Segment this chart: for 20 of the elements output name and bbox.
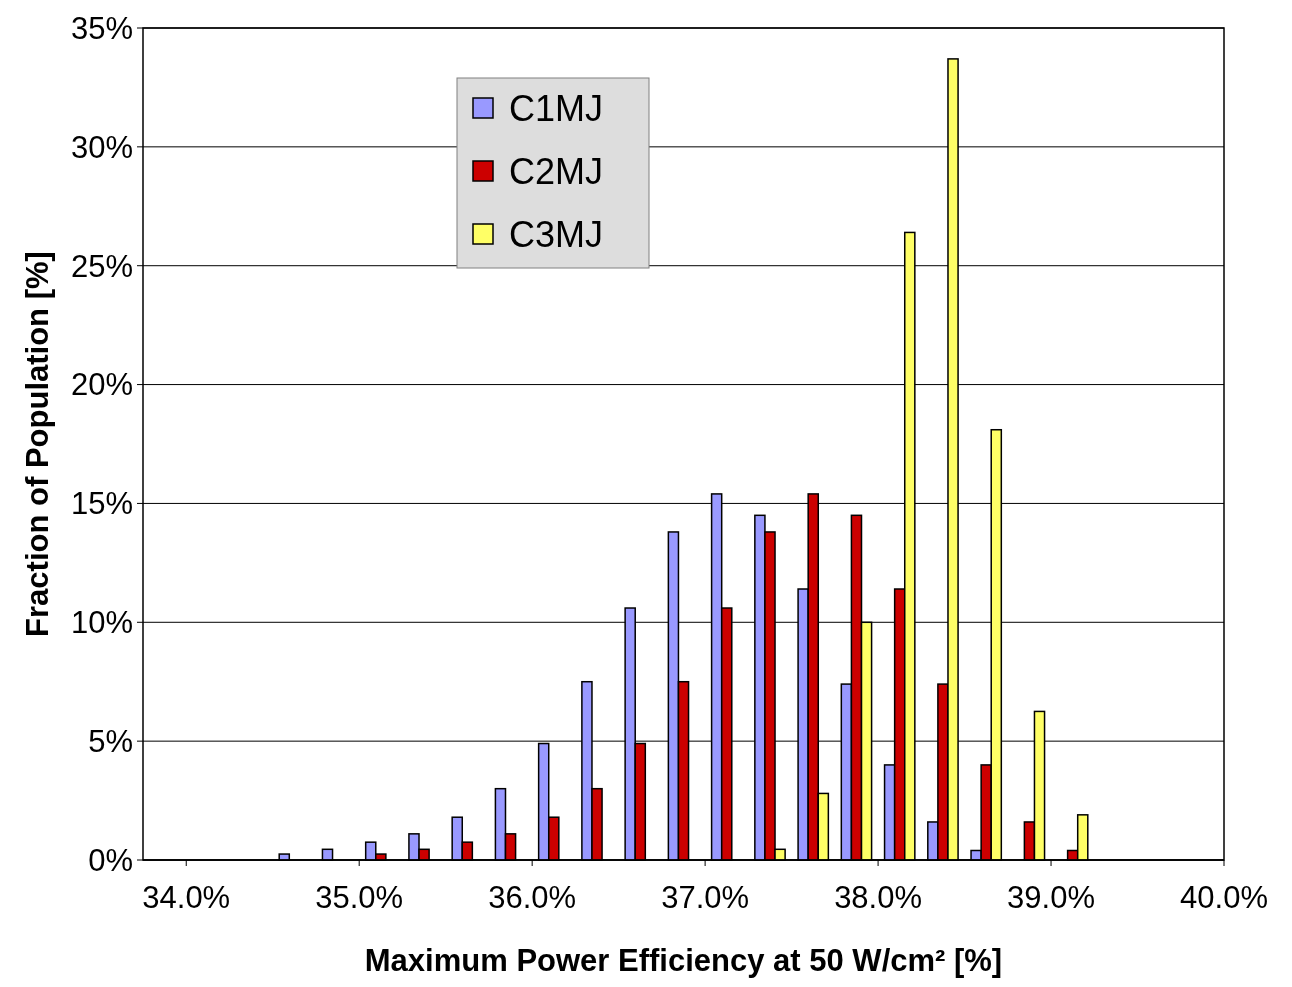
y-axis-title: Fraction of Population [%]: [20, 251, 55, 637]
x-tick-label: 40.0%: [1180, 880, 1268, 915]
y-tick-label: 0%: [88, 842, 133, 878]
x-tick-label: 39.0%: [1007, 880, 1095, 915]
x-tick-label: 35.0%: [315, 880, 404, 915]
y-tick-label: 5%: [88, 723, 133, 759]
x-tick-label: 38.0%: [834, 880, 923, 915]
y-tick-label: 15%: [70, 486, 133, 522]
x-tick-label: 36.0%: [488, 880, 577, 915]
y-tick-label: 35%: [70, 10, 133, 46]
x-tick-label: 37.0%: [661, 880, 750, 915]
legend-label: C2MJ: [509, 150, 604, 192]
legend-label: C3MJ: [509, 213, 604, 255]
legend-label: C1MJ: [509, 87, 604, 129]
y-tick-label: 30%: [70, 129, 133, 165]
x-axis-title: Maximum Power Efficiency at 50 W/cm² [%]: [364, 943, 1003, 978]
x-tick-label: 34.0%: [142, 880, 231, 915]
y-tick-label: 20%: [70, 367, 133, 403]
y-tick-label: 25%: [70, 248, 133, 284]
y-tick-label: 10%: [70, 605, 133, 641]
